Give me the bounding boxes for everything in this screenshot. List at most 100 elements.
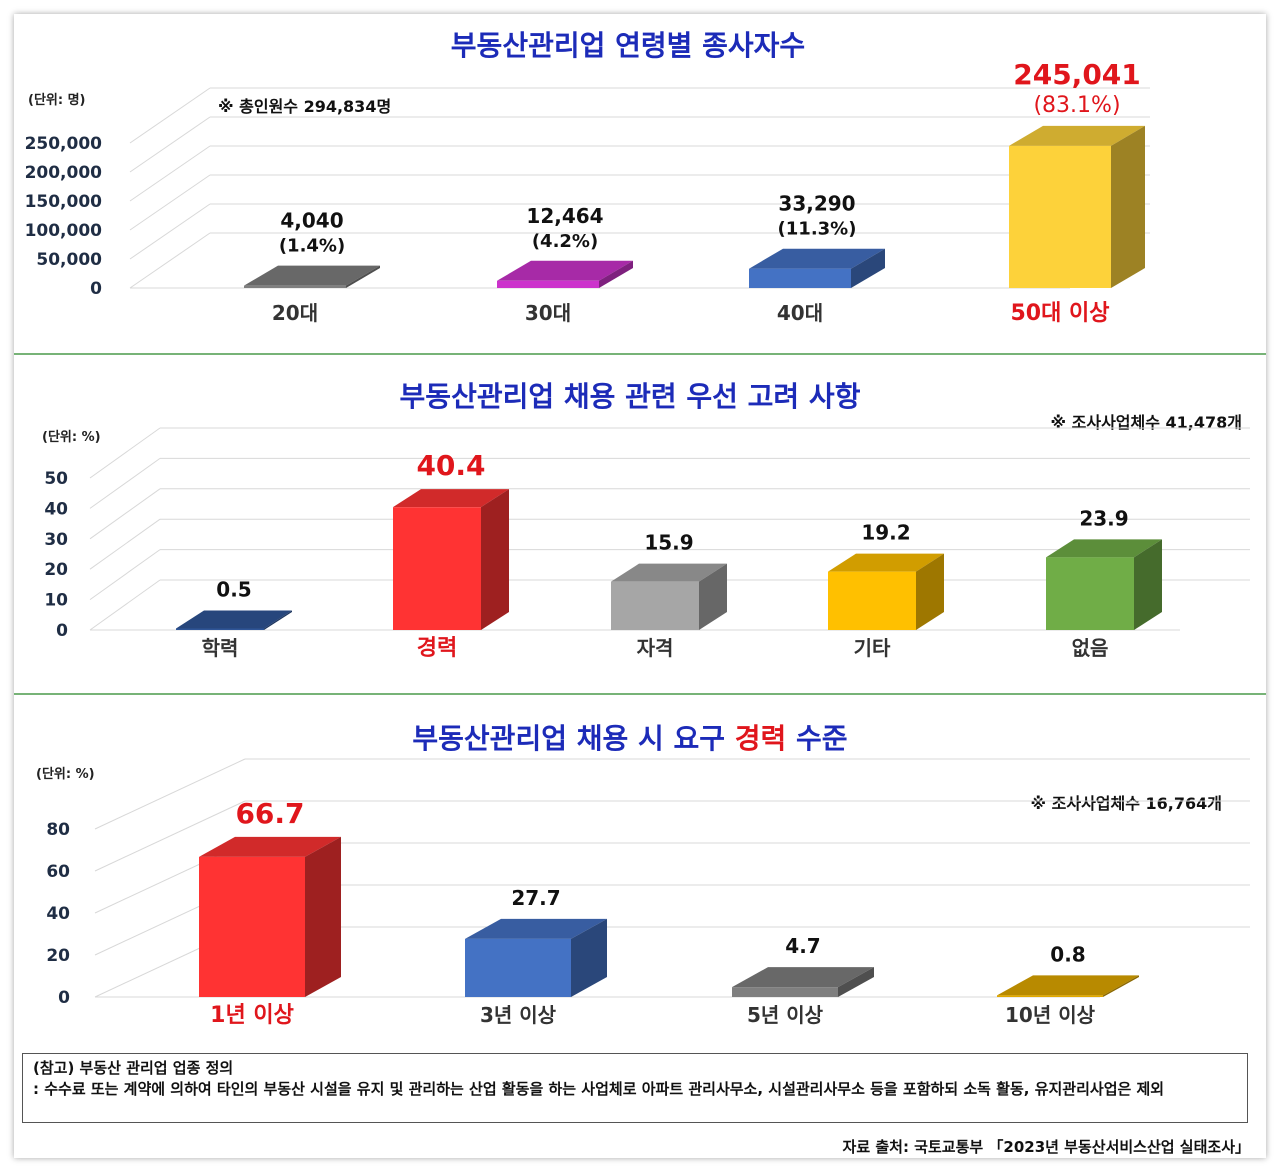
- percent-label: (4.2%): [532, 231, 598, 252]
- value-label: 27.7: [511, 886, 560, 910]
- bar: [244, 265, 380, 288]
- bar-side: [264, 610, 292, 630]
- bar-front: [732, 987, 838, 997]
- career-level-chart: 부동산관리업 채용 시 요구 경력 수준 (단위: %) ※ 조사사업체수 16,7…: [36, 722, 1250, 1028]
- bar: [1009, 125, 1145, 288]
- gridline-side: [129, 203, 211, 260]
- bar-front: [1009, 145, 1111, 288]
- gridline-side: [129, 145, 211, 202]
- percent-label: (1.4%): [279, 236, 345, 257]
- hiring-priority-chart: 부동산관리업 채용 관련 우선 고려 사항 (단위: %) ※ 조사사업체수 41,…: [42, 380, 1250, 661]
- y-tick-label: 10: [44, 591, 68, 611]
- bar-side: [346, 265, 380, 288]
- bar-top: [1009, 125, 1145, 146]
- value-label: 15.9: [644, 531, 693, 555]
- chart-title: 부동산관리업 채용 관련 우선 고려 사항: [400, 380, 861, 413]
- bar-side: [305, 836, 341, 997]
- percent-label: (83.1%): [1033, 93, 1120, 118]
- category-label: 10년 이상: [1005, 1003, 1096, 1027]
- bar: [828, 553, 944, 630]
- bar: [611, 563, 727, 630]
- gridline-side: [89, 427, 161, 479]
- bar: [176, 610, 292, 630]
- y-tick-label: 0: [56, 621, 68, 641]
- gridline-side: [89, 457, 161, 509]
- value-label: 245,041: [1013, 58, 1141, 91]
- bar-front: [497, 280, 599, 288]
- bar-front: [611, 581, 699, 630]
- unit-label: (단위: %): [42, 429, 101, 445]
- y-tick-label: 60: [46, 862, 70, 882]
- value-label: 23.9: [1079, 506, 1128, 530]
- gridline-side: [89, 579, 161, 631]
- category-label: 기타: [854, 636, 891, 660]
- value-label: 12,464: [526, 204, 603, 228]
- bar-side: [851, 248, 885, 288]
- category-label: 40대: [777, 301, 823, 325]
- chart-title-part: 수준: [786, 722, 847, 755]
- reference-heading: (참고) 부동산 관리업 업종 정의: [33, 1059, 234, 1077]
- bar-side: [1111, 125, 1145, 288]
- y-tick-label: 80: [46, 820, 70, 840]
- reference-box: (참고) 부동산 관리업 업종 정의 : 수수료 또는 계약에 의하여 타인의 …: [22, 1053, 1248, 1123]
- gridline-side: [89, 488, 161, 540]
- bar-top: [732, 967, 874, 988]
- chart-title-part: 부동산관리업 채용 시 요구: [412, 722, 734, 755]
- bar: [199, 836, 341, 997]
- y-tick-label: 50,000: [36, 250, 102, 270]
- bar-front: [199, 856, 305, 997]
- bar-top: [611, 563, 727, 582]
- bar-top: [244, 265, 380, 286]
- bar-top: [1046, 539, 1162, 558]
- bar-front: [749, 268, 851, 288]
- category-label: 50대 이상: [1011, 301, 1110, 326]
- bar-top: [997, 975, 1139, 996]
- y-tick-label: 40: [44, 499, 68, 519]
- bar: [465, 918, 607, 997]
- y-tick-label: 200,000: [25, 163, 103, 183]
- age-workers-chart: 부동산관리업 연령별 종사자수 (단위: 명) ※ 총인원수 294,834명 0 50…: [25, 29, 1150, 326]
- bar-top: [749, 248, 885, 269]
- gridline-side: [129, 87, 211, 144]
- bar-side: [916, 553, 944, 630]
- value-label: 4,040: [280, 209, 343, 233]
- category-label: 1년 이상: [210, 1003, 294, 1028]
- value-label: 19.2: [861, 521, 910, 545]
- survey-note: ※ 조사사업체수 16,764개: [1031, 794, 1222, 813]
- gridline-side: [129, 232, 211, 289]
- chart-title-part: 경력: [735, 722, 787, 755]
- y-tick-label: 50: [44, 469, 68, 489]
- y-tick-label: 40: [46, 904, 70, 924]
- bar-top: [465, 918, 607, 939]
- bar-front: [244, 285, 346, 288]
- bar-side: [599, 260, 633, 288]
- bar: [749, 248, 885, 288]
- bar-side: [1134, 539, 1162, 630]
- bar-front: [1046, 557, 1134, 630]
- gridline-side: [94, 758, 246, 830]
- unit-label: (단위: %): [36, 766, 95, 782]
- bar: [1046, 539, 1162, 630]
- gridline-side: [89, 518, 161, 570]
- bar-front: [393, 507, 481, 630]
- bar-side: [838, 967, 874, 997]
- gridline-side: [129, 174, 211, 231]
- value-label: 33,290: [778, 192, 855, 216]
- reference-body: : 수수료 또는 계약에 의하여 타인의 부동산 시설을 유지 및 관리하는 산…: [33, 1080, 1165, 1098]
- bar-top: [497, 260, 633, 281]
- y-tick-label: 30: [44, 530, 68, 550]
- y-tick-label: 250,000: [25, 134, 103, 154]
- value-label: 0.8: [1050, 942, 1085, 966]
- y-tick-label: 150,000: [25, 192, 103, 212]
- category-label: 5년 이상: [747, 1003, 824, 1027]
- bar-front: [828, 571, 916, 630]
- gridline-side: [129, 116, 211, 173]
- chart-title: 부동산관리업 채용 시 요구 경력 수준: [412, 722, 847, 755]
- category-label: 없음: [1072, 636, 1109, 660]
- category-label: 20대: [272, 301, 318, 325]
- category-label: 자격: [637, 636, 674, 660]
- y-tick-label: 100,000: [25, 221, 103, 241]
- bar-side: [699, 563, 727, 630]
- chart-title: 부동산관리업 연령별 종사자수: [451, 29, 805, 62]
